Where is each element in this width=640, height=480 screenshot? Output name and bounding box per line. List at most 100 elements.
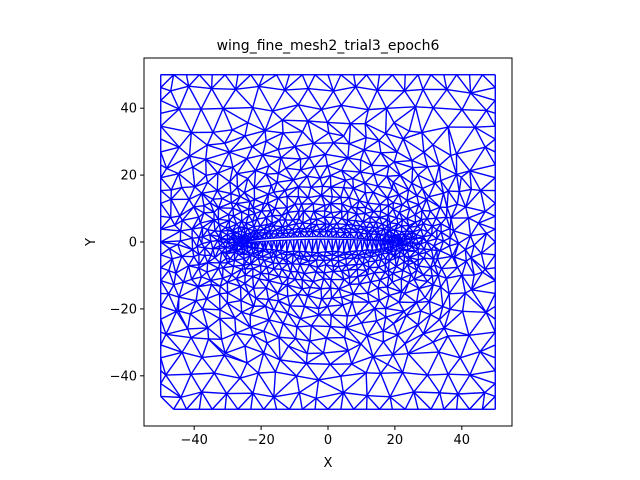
mesh-edge [235, 88, 254, 109]
mesh-edge [300, 239, 307, 252]
mesh-edge [265, 287, 270, 300]
mesh-edge [480, 189, 496, 204]
mesh-edge [377, 286, 388, 289]
mesh-edge [449, 242, 459, 247]
mesh-edge [382, 240, 386, 248]
mesh-edge [160, 215, 171, 219]
mesh-edge [272, 263, 275, 270]
mesh-edge [469, 170, 473, 190]
mesh-edge [346, 219, 354, 226]
mesh-edge [299, 258, 303, 265]
mesh-edge [415, 288, 420, 303]
mesh-edge [434, 258, 438, 266]
mesh-edge [386, 248, 392, 253]
mesh-edge [342, 180, 347, 188]
mesh-edge [422, 267, 432, 276]
mesh-edge [338, 279, 345, 290]
mesh-edge [341, 104, 369, 111]
mesh-edge [234, 74, 239, 90]
mesh-edge [329, 217, 335, 225]
mesh-edge [302, 222, 306, 230]
mesh-edge [378, 139, 398, 153]
mesh-edge [279, 232, 284, 239]
mesh-edge [229, 167, 234, 182]
mesh-edge [278, 276, 284, 285]
mesh-edge [447, 357, 461, 375]
mesh-edge [312, 271, 317, 282]
mesh-edge [300, 204, 305, 212]
mesh-edge [210, 277, 223, 282]
mesh-edge [197, 276, 203, 287]
mesh-edge [313, 204, 326, 213]
mesh-edge [330, 212, 335, 218]
mesh-edge [420, 241, 427, 245]
mesh-edge [284, 74, 303, 91]
mesh-edge [333, 216, 343, 220]
mesh-edge [402, 371, 428, 376]
mesh-edge [330, 325, 345, 339]
mesh-edge [211, 74, 226, 90]
mesh-edge [192, 246, 198, 251]
mesh-edge [311, 230, 318, 238]
mesh-edge [342, 304, 348, 317]
y-axis-label: Y [84, 238, 99, 247]
mesh-edge [398, 194, 408, 201]
mesh-edge [272, 89, 286, 112]
mesh-edge [187, 327, 208, 330]
mesh-edge [474, 125, 496, 128]
mesh-edge [264, 130, 267, 142]
mesh-edge [182, 265, 190, 283]
mesh-edge [342, 372, 367, 394]
mesh-edge [201, 182, 209, 194]
mesh-edge [346, 263, 357, 266]
mesh-edge [401, 273, 412, 280]
mesh-edge [372, 356, 382, 374]
mesh-edge [336, 218, 343, 225]
mesh-edge [458, 235, 471, 244]
mesh-edge [160, 310, 177, 320]
mesh-edge [203, 212, 215, 221]
mesh-edge [313, 153, 326, 168]
mesh-edge [363, 221, 371, 224]
mesh-edge [414, 204, 420, 216]
mesh-edge [183, 278, 192, 283]
mesh-edge [347, 263, 358, 271]
mesh-edge [297, 288, 303, 295]
mesh-edge [175, 297, 180, 312]
mesh-edge [403, 248, 409, 251]
mesh-edge [299, 391, 317, 399]
mesh-edge [435, 206, 441, 219]
mesh-edge [415, 218, 422, 224]
mesh-edge [268, 319, 284, 324]
mesh-edge [447, 190, 458, 205]
mesh-edge [246, 154, 263, 160]
mesh-edge [235, 85, 259, 91]
mesh-edge [165, 373, 192, 376]
mesh-edge [362, 213, 366, 223]
mesh-edge [417, 248, 420, 255]
mesh-edge [379, 275, 390, 281]
mesh-edge [284, 87, 309, 91]
mesh-edge [364, 255, 372, 259]
mesh-edge [219, 292, 228, 295]
mesh-edge [380, 259, 386, 266]
mesh-edge [459, 188, 472, 193]
mesh-edge [287, 312, 298, 328]
mesh-edge [406, 218, 410, 226]
mesh-edge [485, 232, 496, 243]
mesh-edge [307, 88, 323, 110]
mesh-edge [421, 210, 428, 220]
mesh-edge [291, 223, 297, 230]
mesh-edge [313, 203, 325, 207]
mesh-edge [308, 264, 317, 273]
mesh-edge [303, 264, 310, 275]
mesh-edge [424, 297, 430, 303]
mesh-edge [217, 262, 221, 269]
mesh-edge [294, 279, 303, 290]
mesh-edge [355, 86, 370, 110]
mesh-edge [379, 271, 386, 281]
mesh-edge [356, 213, 364, 223]
mesh-edge [341, 203, 349, 212]
mesh-edge [261, 140, 267, 156]
mesh-edge [457, 393, 471, 410]
